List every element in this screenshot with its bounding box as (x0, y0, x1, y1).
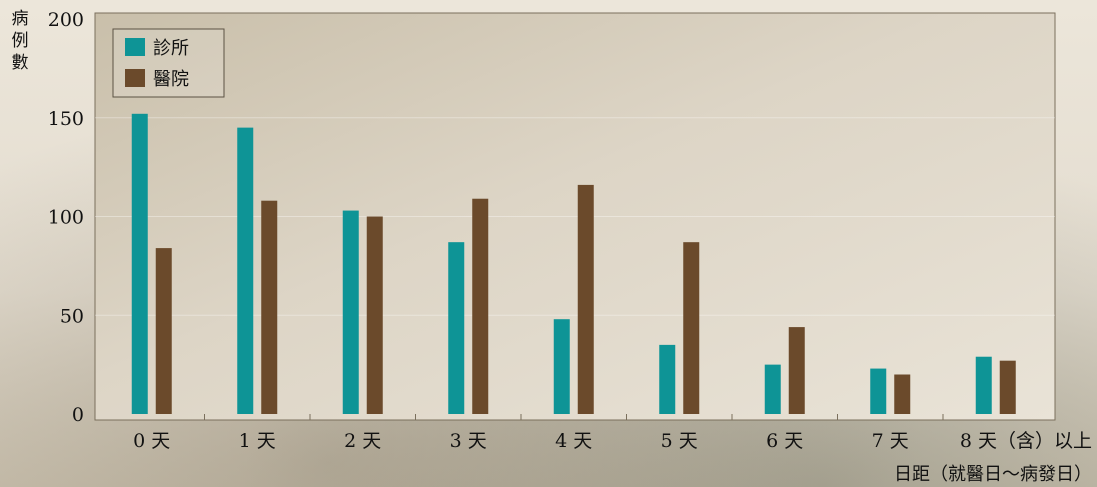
y-tick-label: 150 (48, 108, 84, 130)
legend-swatch (125, 38, 145, 56)
y-tick-label: 0 (72, 404, 84, 426)
bar-hospital (155, 248, 172, 414)
y-axis-label-char: 病 (12, 9, 29, 29)
x-axis: 0 天 1 天 2 天 3 天 4 天 5 天 6 天 7 天 8 天（含）以上 (133, 414, 1092, 452)
x-tick-label: 2 天 (344, 430, 381, 452)
bar-hospital (788, 327, 805, 414)
bar-clinic (342, 210, 359, 414)
x-axis-title: 日距（就醫日～病發日） (894, 464, 1092, 485)
x-tick-label: 4 天 (555, 430, 592, 452)
y-axis-label-char: 數 (12, 53, 29, 73)
bars (131, 113, 1016, 415)
bar-hospital (261, 200, 278, 414)
legend-swatch (125, 69, 145, 87)
bar-clinic (237, 127, 254, 414)
y-tick-label: 50 (60, 305, 84, 327)
plot-area (94, 12, 1056, 421)
bar-clinic (764, 364, 781, 414)
bar-hospital (683, 242, 700, 414)
legend-label: 醫院 (153, 69, 189, 90)
bar-clinic (870, 368, 887, 414)
y-axis-ticks: 0 50 100 150 200 (48, 9, 1055, 426)
x-tick-label: 1 天 (239, 430, 276, 452)
y-tick-label: 200 (48, 9, 84, 31)
y-axis-label: 病例數 (12, 9, 29, 73)
bar-clinic (659, 344, 676, 414)
x-tick-label: 3 天 (450, 430, 487, 452)
bar-clinic (448, 242, 465, 414)
bar-clinic (553, 319, 570, 414)
legend-label: 診所 (153, 38, 189, 59)
x-tick-label: 8 天（含）以上 (960, 430, 1092, 452)
x-tick-label: 5 天 (661, 430, 698, 452)
bar-hospital (999, 360, 1016, 414)
bar-hospital (577, 184, 594, 414)
y-axis-label-char: 例 (12, 31, 29, 51)
x-tick-label: 0 天 (133, 430, 170, 452)
bar-hospital (472, 198, 489, 414)
x-tick-label: 7 天 (872, 430, 909, 452)
x-tick-label: 6 天 (766, 430, 803, 452)
bar-clinic (975, 356, 992, 414)
bar-hospital (366, 216, 383, 414)
y-tick-label: 100 (48, 207, 84, 229)
bar-hospital (894, 374, 911, 414)
bar-clinic (131, 113, 148, 415)
